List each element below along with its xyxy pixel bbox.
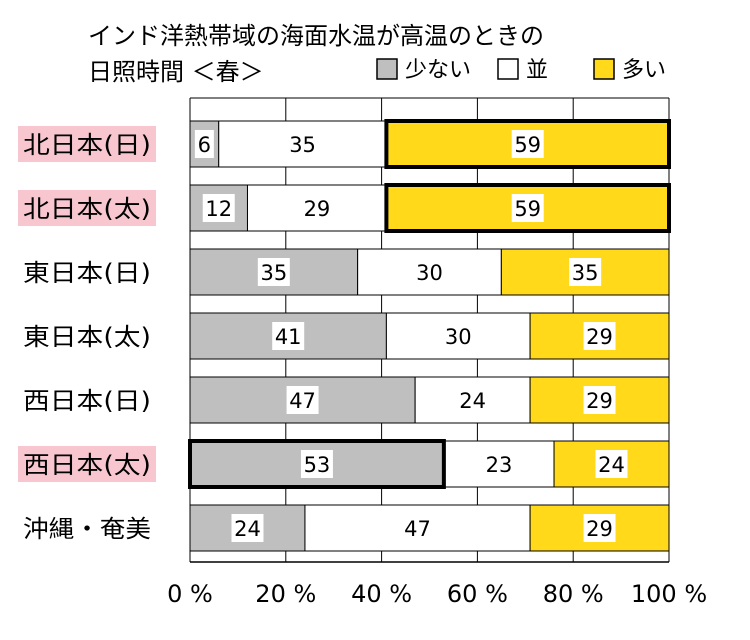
value-label-bg xyxy=(569,258,602,286)
category-label-highlight xyxy=(18,126,156,162)
value-label: 53 xyxy=(304,453,331,477)
value-label-bg xyxy=(202,194,235,222)
value-label: 30 xyxy=(416,261,443,285)
emphasized-segment-border xyxy=(384,119,671,169)
value-label-bg xyxy=(442,322,475,350)
category-label: 西日本(太) xyxy=(23,451,151,479)
value-label: 30 xyxy=(445,325,472,349)
value-label-bg xyxy=(413,258,446,286)
plot-area: 6 35 59 12 29 59 35 30 35 41 30 29 47 24 29 53 23 24 24 47 2… xyxy=(18,97,707,608)
category-label: 北日本(日) xyxy=(23,131,151,159)
value-label: 24 xyxy=(598,453,625,477)
x-tick-label: 100 % xyxy=(631,580,707,608)
emphasized-segment-border xyxy=(188,439,446,489)
value-label: 47 xyxy=(289,389,316,413)
value-label-bg xyxy=(482,450,515,478)
value-label: 12 xyxy=(205,197,232,221)
category-label: 東日本(太) xyxy=(23,323,151,351)
value-label: 29 xyxy=(304,197,331,221)
value-label-bg xyxy=(511,130,544,158)
legend: 少ない 並 多い xyxy=(376,58,666,83)
value-label: 59 xyxy=(514,197,541,221)
emphasized-segment-border xyxy=(384,183,671,233)
legend-swatch-1 xyxy=(497,58,519,80)
value-label: 35 xyxy=(572,261,599,285)
value-label-bg xyxy=(257,258,290,286)
value-label-bg xyxy=(583,514,616,542)
value-label: 24 xyxy=(459,389,486,413)
chart-title-line2: 日照時間 ＜春＞ xyxy=(88,58,264,86)
value-label-bg xyxy=(272,322,305,350)
value-label-bg xyxy=(583,322,616,350)
legend-swatch-2 xyxy=(593,58,615,80)
legend-label-2: 多い xyxy=(622,58,666,83)
category-label: 沖縄・奄美 xyxy=(23,515,151,543)
value-label: 59 xyxy=(514,133,541,157)
value-label: 47 xyxy=(404,517,431,541)
category-label-highlight xyxy=(18,446,156,482)
value-label: 29 xyxy=(586,325,613,349)
value-label-bg xyxy=(286,386,319,414)
value-label-bg xyxy=(401,514,434,542)
value-label-bg xyxy=(286,130,319,158)
value-label-bg xyxy=(194,130,214,158)
x-tick-label: 60 % xyxy=(447,580,508,608)
value-label: 29 xyxy=(586,389,613,413)
value-label: 29 xyxy=(586,517,613,541)
value-label: 23 xyxy=(486,453,513,477)
value-label: 41 xyxy=(275,325,302,349)
category-label-highlight xyxy=(18,190,156,226)
value-label: 24 xyxy=(234,517,261,541)
value-label: 6 xyxy=(198,133,211,157)
x-tick-label: 20 % xyxy=(255,580,316,608)
legend-label-1: 並 xyxy=(526,58,548,83)
value-label: 35 xyxy=(260,261,287,285)
value-label-bg xyxy=(456,386,489,414)
value-label-bg xyxy=(231,514,264,542)
category-label: 西日本(日) xyxy=(23,387,151,415)
value-label-bg xyxy=(300,450,333,478)
value-label: 35 xyxy=(289,133,316,157)
x-tick-label: 0 % xyxy=(167,580,213,608)
chart-title-line1: インド洋熱帯域の海面水温が高温のときの xyxy=(88,22,544,50)
value-label-bg xyxy=(300,194,333,222)
category-label: 北日本(太) xyxy=(23,195,151,223)
value-label-bg xyxy=(511,194,544,222)
bar-segment xyxy=(189,312,387,360)
x-tick-label: 40 % xyxy=(351,580,412,608)
value-label-bg xyxy=(583,386,616,414)
value-label-bg xyxy=(595,450,628,478)
x-tick-label: 80 % xyxy=(543,580,604,608)
legend-label-0: 少ない xyxy=(405,58,471,83)
legend-swatch-0 xyxy=(376,58,398,80)
category-label: 東日本(日) xyxy=(23,259,151,287)
